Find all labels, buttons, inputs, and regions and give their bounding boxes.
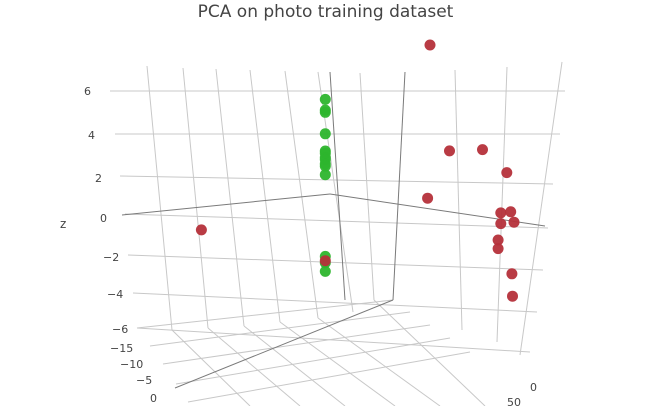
z-axis-tick-label: −6: [112, 323, 128, 336]
data-point-red[interactable]: [424, 39, 436, 51]
data-point-green[interactable]: [319, 128, 331, 140]
x-axis-tick-label: 0: [530, 381, 537, 394]
z-axis-tick-label: 6: [84, 85, 91, 98]
data-point-green[interactable]: [319, 169, 331, 181]
z-axis-tick-label: −2: [103, 251, 119, 264]
data-point-red[interactable]: [492, 234, 504, 246]
z-axis-label: z: [60, 217, 66, 231]
data-point-green[interactable]: [319, 93, 331, 105]
data-point-green[interactable]: [319, 160, 331, 172]
data-point-green[interactable]: [319, 265, 331, 277]
data-point-red[interactable]: [495, 207, 507, 219]
grid-layer: [110, 61, 565, 406]
y-axis-tick-label: −15: [110, 342, 133, 355]
z-axis-tick-label: 2: [95, 172, 102, 185]
data-point-red[interactable]: [506, 268, 518, 280]
chart-title: PCA on photo training dataset: [197, 2, 454, 22]
y-axis-ticks: −15 −10 −5 0: [110, 342, 157, 405]
data-point-red[interactable]: [501, 167, 513, 179]
x-axis-tick-label: 50: [507, 396, 521, 406]
data-point-red[interactable]: [508, 216, 520, 228]
data-point-red[interactable]: [444, 145, 455, 157]
data-point-red[interactable]: [492, 243, 504, 255]
data-point-red[interactable]: [319, 255, 331, 267]
z-axis-ticks: 6 4 2 0 −2 −4 −6: [84, 85, 128, 336]
z-axis-tick-label: −4: [107, 288, 123, 301]
data-point-red[interactable]: [507, 290, 518, 302]
data-point-red[interactable]: [422, 192, 434, 204]
y-axis-tick-label: −10: [120, 358, 143, 371]
data-point-red[interactable]: [495, 218, 507, 230]
z-axis-tick-label: 4: [88, 129, 95, 142]
data-point-red[interactable]: [505, 206, 517, 218]
y-axis-tick-label: 0: [150, 392, 157, 405]
y-axis-tick-label: −5: [136, 374, 152, 387]
data-point-red[interactable]: [477, 144, 488, 156]
data-point-green[interactable]: [319, 106, 331, 118]
z-axis-tick-label: 0: [100, 212, 107, 225]
x-axis-ticks: 0 50: [507, 381, 537, 406]
data-point-red[interactable]: [195, 224, 207, 236]
points-layer: [195, 39, 520, 302]
